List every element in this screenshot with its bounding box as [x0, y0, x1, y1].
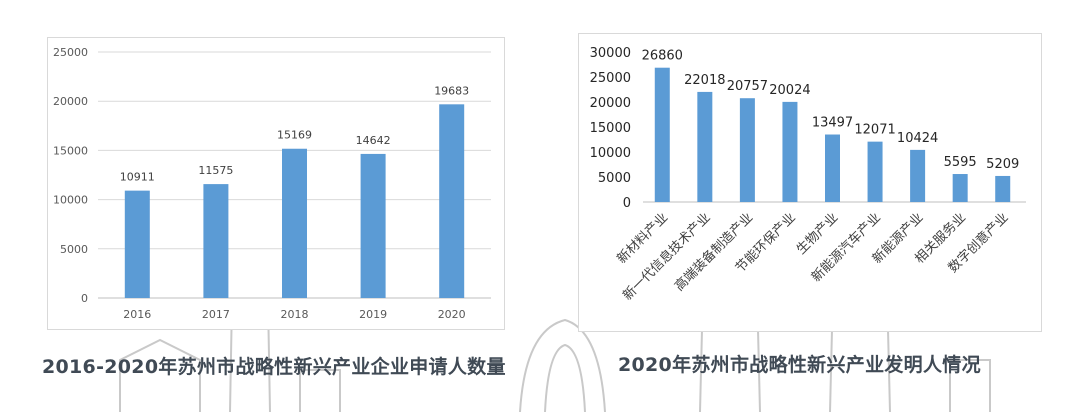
bar — [867, 141, 883, 202]
data-label: 15169 — [277, 129, 312, 142]
x-tick-label: 2017 — [202, 308, 230, 321]
bar — [203, 184, 229, 298]
x-tick-label: 2020 — [438, 308, 466, 321]
y-tick-label: 10000 — [53, 194, 88, 207]
bar — [282, 148, 307, 298]
x-tick-label: 2016 — [123, 308, 151, 321]
y-tick-label: 25000 — [590, 71, 631, 86]
data-label: 19683 — [434, 84, 469, 97]
y-tick-label: 20000 — [590, 96, 631, 111]
data-label: 12071 — [854, 123, 895, 138]
y-tick-label: 5000 — [598, 171, 631, 186]
y-tick-label: 20000 — [53, 95, 88, 108]
chart-applicants: 0 5000 10000 15000 20000 25000 10911 2016 11575 2… — [53, 46, 491, 321]
bar — [825, 134, 840, 202]
x-tick-label: 2019 — [359, 308, 387, 321]
bar — [439, 104, 465, 299]
bar — [995, 175, 1011, 202]
data-label: 11575 — [198, 164, 233, 177]
bar — [360, 153, 386, 298]
x-tick-label: 高端装备制造产业 — [671, 210, 756, 295]
bar — [739, 98, 755, 202]
y-tick-label: 5000 — [60, 243, 88, 256]
data-label: 20757 — [727, 79, 768, 94]
data-label: 10424 — [897, 131, 938, 146]
chart-panel-applicants: 0 5000 10000 15000 20000 25000 10911 2016 11575 2… — [47, 37, 505, 330]
bar — [782, 101, 798, 202]
y-tick-label: 25000 — [53, 46, 88, 59]
chart-title-applicants: 2016-2020年苏州市战略性新兴产业企业申请人数量 — [42, 356, 506, 378]
data-label: 10911 — [120, 171, 155, 184]
bar — [124, 190, 150, 298]
data-label: 20024 — [769, 83, 810, 98]
y-tick-label: 30000 — [590, 46, 631, 61]
data-label: 22018 — [684, 73, 725, 88]
data-label: 13497 — [812, 116, 853, 131]
y-tick-label: 0 — [623, 196, 631, 211]
data-label: 14642 — [356, 134, 391, 147]
bar — [654, 67, 670, 202]
y-tick-label: 0 — [81, 292, 88, 305]
y-tick-label: 15000 — [53, 144, 88, 157]
y-tick-label: 15000 — [590, 121, 631, 136]
data-label: 26860 — [642, 49, 683, 64]
chart-title-inventors: 2020年苏州市战略性新兴产业发明人情况 — [618, 354, 981, 376]
chart-panel-inventors: 0 5000 10000 15000 20000 25000 30000 26860 新材料产业… — [578, 33, 1042, 332]
data-label: 5209 — [986, 157, 1019, 172]
bar — [910, 149, 926, 202]
y-tick-label: 10000 — [590, 146, 631, 161]
bar — [697, 91, 713, 202]
x-tick-label: 2018 — [281, 308, 309, 321]
bar — [952, 174, 968, 202]
data-label: 5595 — [944, 155, 977, 170]
